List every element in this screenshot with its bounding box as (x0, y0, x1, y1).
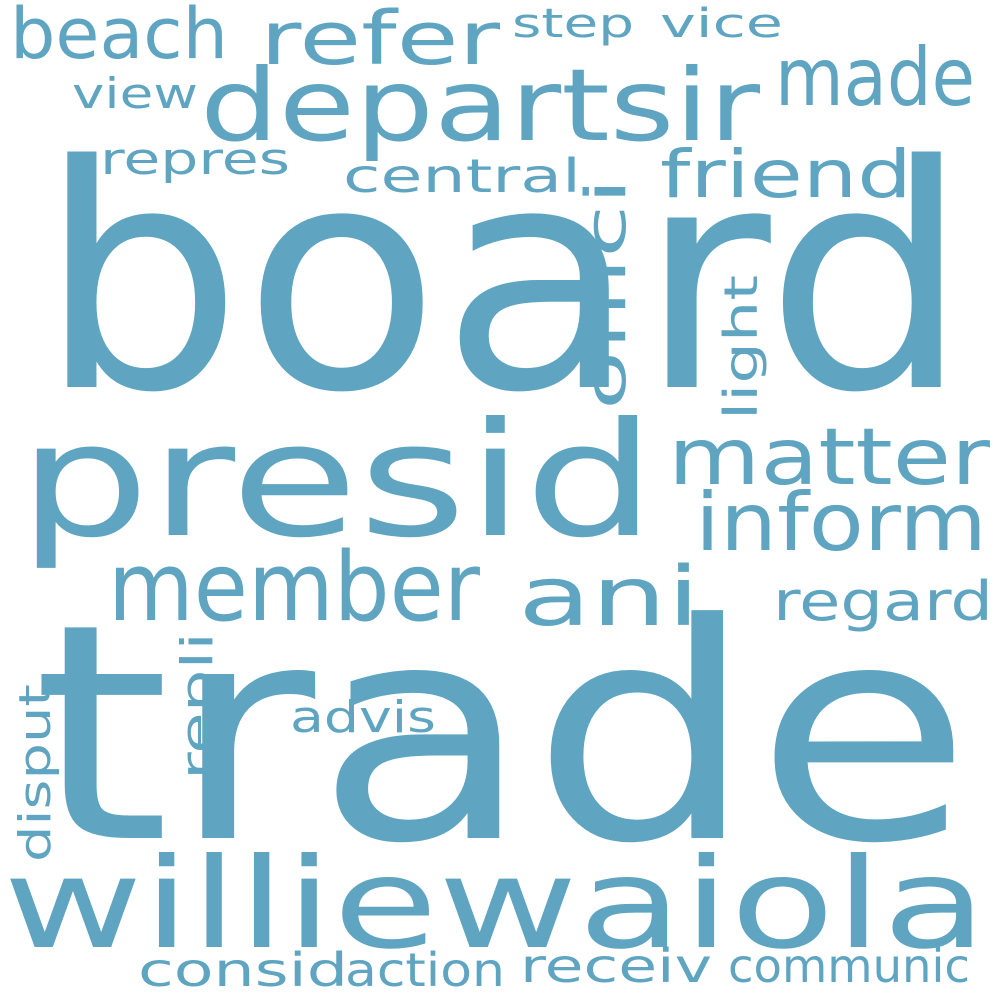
word-made: made (775, 31, 975, 124)
word-presid: presid (18, 389, 656, 573)
word-inform: inform (695, 476, 987, 569)
word-step: step (512, 1, 634, 47)
word-view: view (72, 69, 198, 118)
word-departsir: departsir (200, 47, 761, 164)
word-ani: ani (518, 550, 700, 645)
word-williewaiola: williewaiola (3, 832, 987, 977)
word-central: central (343, 149, 581, 203)
word-vice: vice (660, 1, 783, 47)
word-trade: trade (32, 560, 972, 909)
word-matter: matter (668, 413, 991, 503)
word-board: board (38, 100, 970, 461)
word-member: member (108, 533, 481, 643)
word-regard: regard (773, 570, 993, 633)
word-repres: repres (100, 134, 290, 185)
word-refer: refer (260, 0, 501, 82)
word-repli: repli (172, 632, 223, 780)
word-beach: beach (10, 0, 228, 75)
word-action: action (345, 943, 505, 997)
word-receiv: receiv (520, 939, 712, 993)
word-consid: consid (138, 943, 348, 997)
word-offici: offici (574, 178, 639, 410)
word-light: light (714, 275, 768, 420)
word-communic: communic (728, 939, 970, 993)
word-advis: advis (290, 692, 436, 743)
word-disput: disput (10, 684, 61, 862)
word-friend: friend (660, 136, 912, 213)
